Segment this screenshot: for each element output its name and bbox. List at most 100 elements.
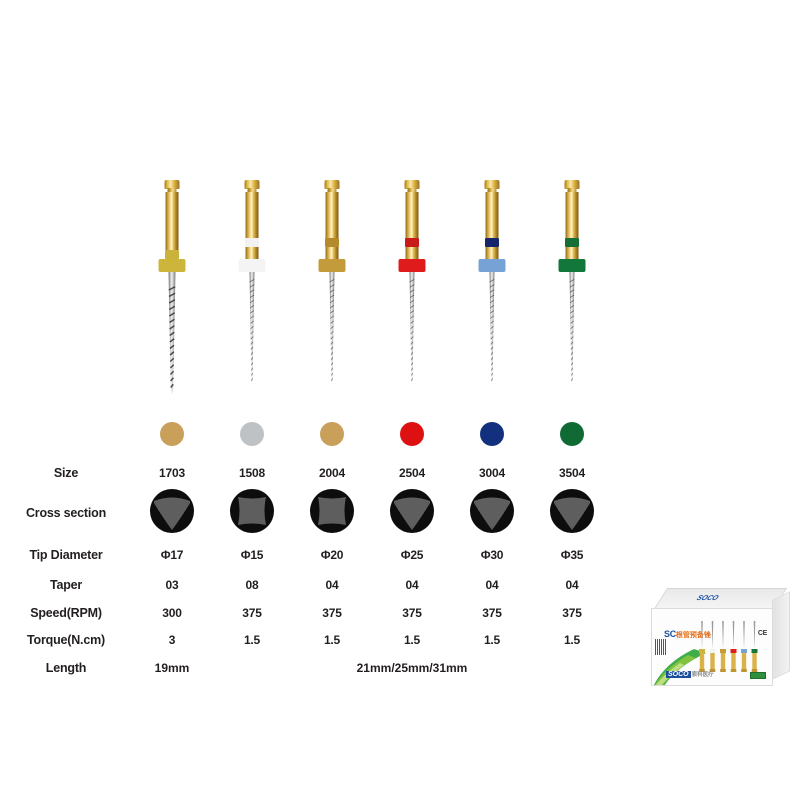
- row-label-taper: Taper: [49, 578, 83, 592]
- taper-value: 04: [325, 578, 339, 592]
- box-brand-text: SC根管预备锉: [664, 629, 711, 640]
- file-stop-disc: [398, 259, 426, 272]
- row-label-tip-diameter: Tip Diameter: [29, 548, 103, 562]
- file-handle-cap: [564, 180, 580, 189]
- file-cutting-shaft: [561, 272, 583, 385]
- file-color-band: [405, 238, 419, 247]
- file-stop-disc: [318, 259, 346, 272]
- torque-value: 1.5: [403, 633, 421, 647]
- taper-value: 04: [405, 578, 419, 592]
- color-dot-green: [560, 422, 584, 446]
- file-stop-disc: [238, 259, 266, 272]
- color-dot-gold: [320, 422, 344, 446]
- box-brand-cn: 根管预备锉: [675, 632, 711, 639]
- row-label-length: Length: [45, 661, 87, 675]
- file-handle-neck: [247, 188, 257, 193]
- color-dot-blue: [480, 422, 504, 446]
- file-handle-body: [325, 192, 339, 238]
- file-handle-body: [245, 192, 259, 238]
- length-value-first: 19mm: [154, 661, 190, 675]
- file-cutting-shaft: [241, 272, 263, 385]
- taper-value: 04: [565, 578, 579, 592]
- endo-file-1703: [132, 180, 212, 405]
- file-handle-neck: [407, 188, 417, 193]
- length-value-rest: 21mm/25mm/31mm: [356, 661, 468, 675]
- file-color-band: [165, 250, 179, 259]
- color-dot-gold: [160, 422, 184, 446]
- tip-diameter-row: Tip Diameter Φ17 Φ15 Φ20 Φ25 Φ30 Φ35: [0, 548, 800, 566]
- speed-value: 375: [402, 606, 422, 620]
- cross-section-square: [229, 488, 275, 534]
- file-handle-body: [565, 192, 579, 238]
- file-handle-cap: [484, 180, 500, 189]
- file-cutting-shaft: [321, 272, 343, 385]
- box-side-face: [772, 591, 790, 680]
- file-handle-neck: [487, 188, 497, 193]
- speed-value: 375: [482, 606, 502, 620]
- size-value: 2504: [399, 466, 425, 480]
- file-handle-cap: [324, 180, 340, 189]
- box-barcode: [655, 639, 667, 655]
- file-cutting-shaft: [481, 272, 503, 385]
- torque-value: 3: [168, 633, 176, 647]
- size-value: 3504: [559, 466, 585, 480]
- row-label-size: Size: [53, 466, 79, 480]
- file-color-band: [245, 238, 259, 247]
- taper-row: Taper 03 08 04 04 04 04: [0, 578, 800, 596]
- torque-row: Torque(N.cm) 3 1.5 1.5 1.5 1.5 1.5: [0, 633, 800, 651]
- row-label-speed: Speed(RPM): [30, 606, 102, 620]
- file-cutting-shaft: [161, 272, 183, 395]
- file-stop-disc: [478, 259, 506, 272]
- speed-row: Speed(RPM) 300 375 375 375 375 375: [0, 606, 800, 624]
- color-dot-row: [0, 422, 800, 452]
- file-handle-cap: [164, 180, 180, 189]
- size-value: 2004: [319, 466, 345, 480]
- file-handle-neck: [327, 188, 337, 193]
- box-logo-mark: SOCO: [666, 671, 691, 678]
- box-file-illustration: [698, 619, 764, 677]
- box-front-face: SC根管预备锉 CE SOCO 索科医疗: [651, 608, 773, 686]
- tip-diameter-value: Φ35: [560, 548, 584, 562]
- taper-value: 08: [245, 578, 259, 592]
- file-handle-body: [405, 192, 419, 238]
- torque-value: 1.5: [323, 633, 341, 647]
- file-handle-body-lower: [325, 247, 339, 259]
- file-color-band: [325, 238, 339, 247]
- file-handle-body: [485, 192, 499, 238]
- box-top-logo: SOCO: [694, 595, 720, 602]
- tip-diameter-value: Φ25: [400, 548, 424, 562]
- file-cutting-shaft: [401, 272, 423, 385]
- file-handle-cap: [244, 180, 260, 189]
- box-brand-sc: SC: [664, 629, 676, 639]
- taper-value: 03: [165, 578, 179, 592]
- tip-diameter-value: Φ15: [240, 548, 264, 562]
- cross-section-triangular: [149, 488, 195, 534]
- box-logo-cn: 索科医疗: [691, 672, 714, 678]
- speed-value: 375: [242, 606, 262, 620]
- size-row: Size 1703 1508 2004 2504 3004 3504: [0, 466, 800, 484]
- file-color-band: [565, 238, 579, 247]
- taper-value: 04: [485, 578, 499, 592]
- size-value: 3004: [479, 466, 505, 480]
- tip-diameter-value: Φ30: [480, 548, 504, 562]
- file-handle-neck: [567, 188, 577, 193]
- color-dot-silver: [240, 422, 264, 446]
- endo-file-1508: [212, 180, 292, 405]
- cross-section-triangular: [389, 488, 435, 534]
- file-handle-body-lower: [405, 247, 419, 259]
- tip-diameter-value: Φ17: [160, 548, 184, 562]
- row-label-cross-section: Cross section: [25, 506, 107, 520]
- file-stop-disc: [558, 259, 586, 272]
- file-color-band: [485, 238, 499, 247]
- length-row: Length 19mm 21mm/25mm/31mm: [0, 661, 800, 679]
- torque-value: 1.5: [243, 633, 261, 647]
- cross-section-triangular: [469, 488, 515, 534]
- speed-value: 375: [322, 606, 342, 620]
- box-bottom-logo: SOCO 索科医疗: [666, 670, 714, 678]
- file-illustrations: [0, 180, 800, 405]
- cross-section-triangular: [549, 488, 595, 534]
- endo-file-2504: [372, 180, 452, 405]
- size-value: 1508: [239, 466, 265, 480]
- endo-file-2004: [292, 180, 372, 405]
- torque-value: 1.5: [483, 633, 501, 647]
